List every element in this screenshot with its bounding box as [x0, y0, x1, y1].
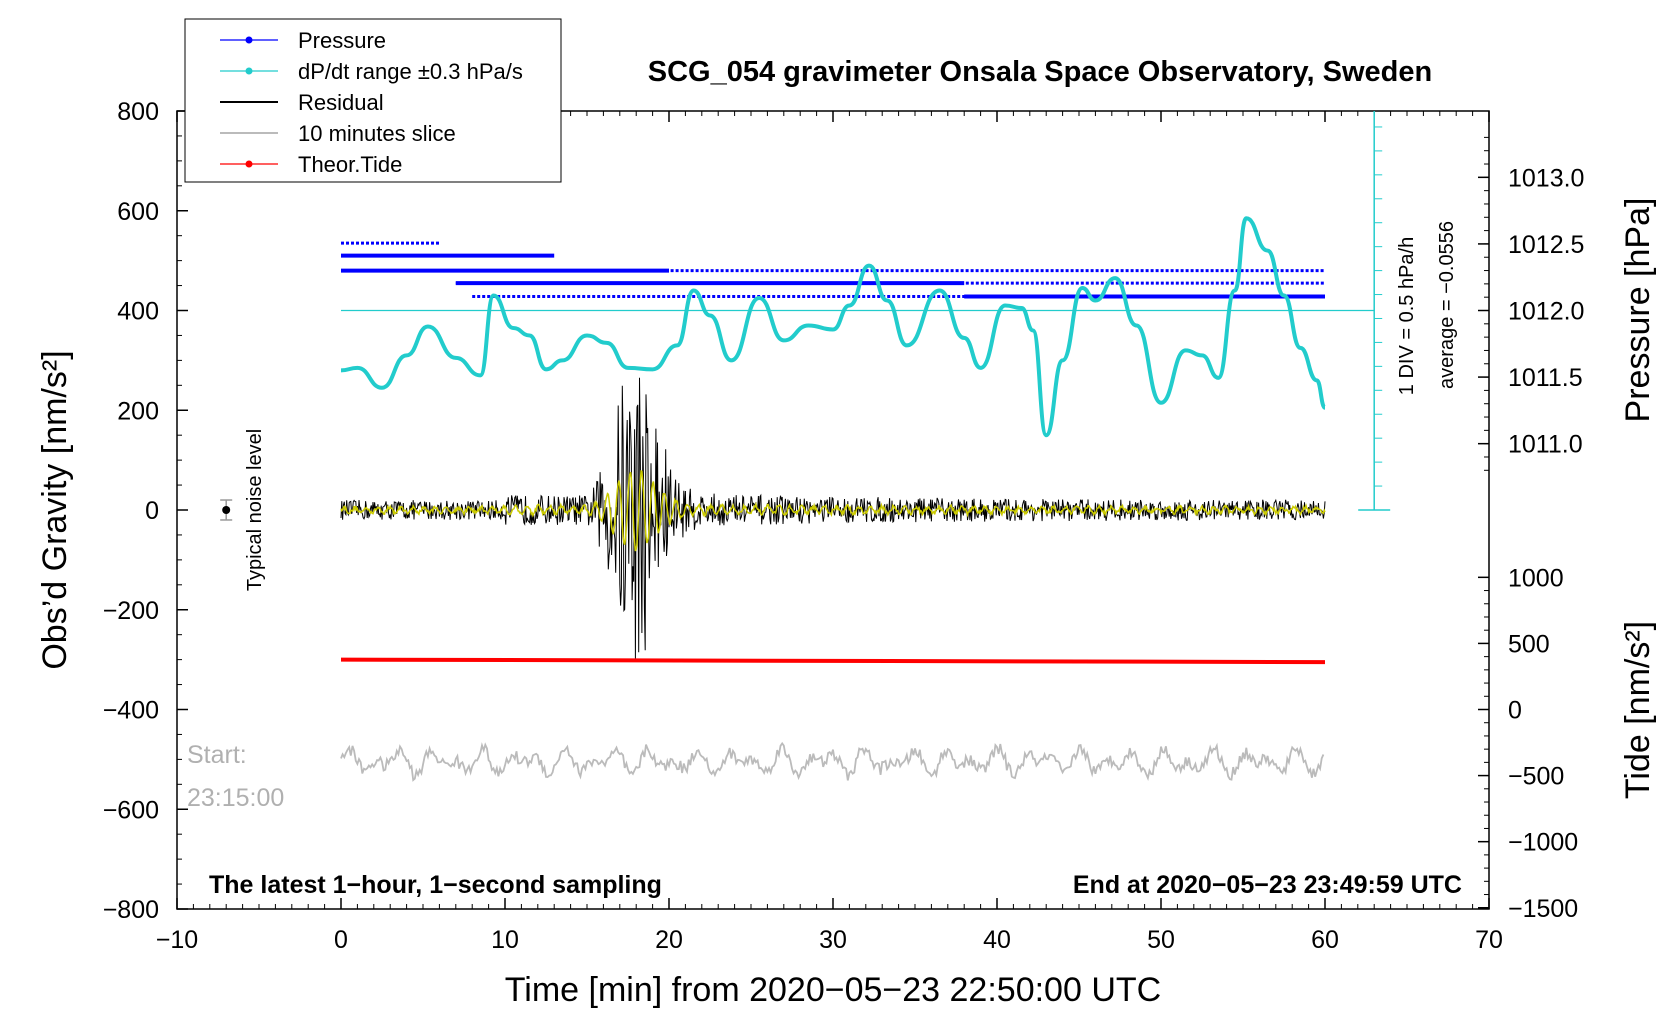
noise-level-point [222, 506, 231, 514]
chart-title: SCG_054 gravimeter Onsala Space Observat… [648, 56, 1432, 88]
footer-right-note: End at 2020−05−23 23:49:59 UTC [1073, 871, 1462, 899]
legend-swatch-marker [245, 36, 253, 44]
y-tick-label: 400 [117, 298, 159, 326]
legend-label: Theor.Tide [298, 152, 402, 177]
x-tick-label: 60 [1311, 926, 1339, 954]
legend-label: Residual [298, 90, 384, 115]
average-label: average = −0.0556 [1436, 221, 1458, 389]
filtered-residual-line [340, 469, 1326, 552]
dpdt-series-line [340, 216, 1327, 438]
pressure-tick-label: 1013.0 [1508, 164, 1584, 192]
x-tick-label: 10 [491, 926, 519, 954]
legend-item-pressure: Pressure [220, 28, 386, 53]
legend-label: 10 minutes slice [298, 121, 456, 146]
y-tick-label: −800 [103, 896, 159, 924]
legend-swatch-marker [245, 67, 253, 75]
y-tick-label: 200 [117, 397, 159, 425]
legend-box [184, 18, 562, 183]
y-tick-label: −600 [103, 796, 159, 824]
y-tick-label: 0 [145, 497, 159, 525]
legend-label: dP/dt range ±0.3 hPa/s [298, 59, 523, 84]
x-tick-label: −10 [156, 926, 198, 954]
legend-label: Pressure [298, 28, 386, 53]
x-tick-label: 70 [1475, 926, 1503, 954]
x-tick-label: 40 [983, 926, 1011, 954]
pressure-tick-label: 1012.5 [1508, 231, 1584, 259]
x-tick-label: 30 [819, 926, 847, 954]
legend: Pressure dP/dt range ±0.3 hPa/s Residual… [184, 18, 562, 183]
tide-tick-label: −500 [1508, 763, 1564, 791]
x-tick-label: 50 [1147, 926, 1175, 954]
legend-item-residual: Residual [220, 90, 384, 115]
pressure-tick-label: 1011.0 [1508, 431, 1583, 459]
footer-left-note: The latest 1−hour, 1−second sampling [209, 871, 662, 899]
pressure-scale-label: 1 DIV = 0.5 hPa/h [1396, 237, 1418, 395]
axis-ticks: −10 0 10 20 30 40 50 60 70 800 600 400 200 0 −200 −400 −… [103, 98, 1585, 954]
y-tick-label: −400 [103, 697, 159, 725]
y-tick-label: −200 [103, 597, 159, 625]
y-axis-label-pressure: Pressure [hPa] [1619, 198, 1657, 423]
legend-item-dpdt: dP/dt range ±0.3 hPa/s [220, 59, 523, 84]
y-axis-label-tide: Tide [nm/s²] [1619, 621, 1657, 799]
noise-level-label: Typical noise level [244, 429, 266, 591]
x-tick-label: 20 [655, 926, 683, 954]
slice-series-line [340, 741, 1325, 782]
x-tick-label: 0 [334, 926, 348, 954]
pressure-tick-label: 1011.5 [1508, 364, 1583, 392]
y-tick-label: 800 [117, 98, 159, 126]
legend-item-slice: 10 minutes slice [220, 121, 456, 146]
slice-start-label: Start: [187, 741, 247, 769]
legend-item-tide: Theor.Tide [220, 152, 402, 177]
y-axis-label-left: Obs’d Gravity [nm/s²] [36, 350, 74, 669]
x-axis-label: Time [min] from 2020−05−23 22:50:00 UTC [505, 971, 1161, 1009]
tide-series-line [340, 657, 1326, 665]
tide-tick-label: −1000 [1508, 829, 1578, 857]
pressure-tick-label: 1012.0 [1508, 298, 1584, 326]
data-series [220, 216, 1375, 782]
legend-swatch-marker [245, 160, 253, 168]
residual-series-line [340, 377, 1326, 659]
tide-tick-label: 0 [1508, 697, 1522, 725]
y-tick-label: 600 [117, 198, 159, 226]
tide-tick-label: −1500 [1508, 895, 1578, 923]
tide-tick-label: 500 [1508, 630, 1550, 658]
slice-start-time: 23:15:00 [187, 784, 284, 812]
tide-tick-label: 1000 [1508, 564, 1564, 592]
